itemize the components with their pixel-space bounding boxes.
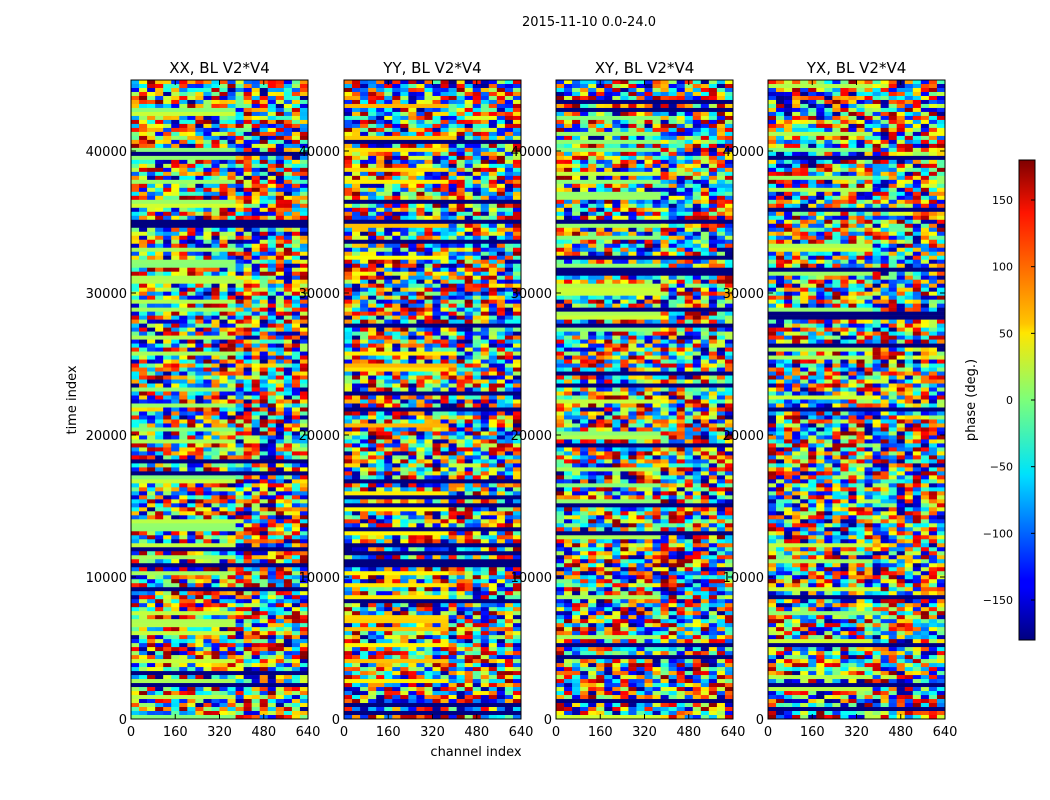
y-tick-label: 10000 [86,571,127,586]
y-tick-label: 20000 [299,429,340,444]
x-tick-label: 0 [340,725,348,740]
x-tick-label: 160 [800,725,825,740]
y-tick-label: 20000 [723,429,764,444]
y-tick-label: 40000 [723,145,764,160]
x-tick-label: 640 [933,725,958,740]
x-tick-label: 480 [464,725,489,740]
x-tick-label: 320 [632,725,657,740]
x-tick-label: 480 [888,725,913,740]
colorbar-tick-label: 100 [992,261,1013,274]
y-tick-label: 0 [119,713,127,728]
heatmap-cells [556,80,734,720]
figure-suptitle: 2015-11-10 0.0-24.0 [522,15,656,30]
y-tick-label: 30000 [723,287,764,302]
heatmap-panel-2: YY, BL V2*V4 0 160 320 480 640 0 10000 20000 3000… [299,59,534,740]
x-tick-label: 320 [420,725,445,740]
y-tick-label: 10000 [511,571,552,586]
heatmap-panel-3: XY, BL V2*V4 0 160 320 480 640 0 10000 20000 3000… [511,59,746,740]
colorbar-tick-label: 50 [999,327,1013,340]
y-tick-label: 20000 [86,429,127,444]
heatmap-cells [131,80,309,720]
colorbar-tick-label: −100 [983,527,1013,540]
x-tick-label: 480 [676,725,701,740]
x-tick-label: 640 [296,725,321,740]
y-tick-label: 10000 [299,571,340,586]
x-tick-label: 0 [552,725,560,740]
y-tick-label: 0 [756,713,764,728]
y-tick-label: 40000 [511,145,552,160]
x-tick-label: 160 [376,725,401,740]
y-tick-label: 40000 [86,145,127,160]
y-tick-label: 10000 [723,571,764,586]
panel-title: XY, BL V2*V4 [595,59,695,77]
y-tick-label: 30000 [299,287,340,302]
heatmap-cells [768,80,946,720]
x-tick-label: 320 [844,725,869,740]
heatmap-cells [344,80,522,720]
x-tick-label: 480 [251,725,276,740]
x-tick-label: 160 [588,725,613,740]
y-tick-label: 0 [332,713,340,728]
x-tick-label: 0 [764,725,772,740]
y-tick-label: 30000 [86,287,127,302]
y-tick-label: 40000 [299,145,340,160]
heatmap-panel-4: YX, BL V2*V4 0 160 320 480 640 0 10000 20000 3000… [723,59,958,740]
y-tick-label: 20000 [511,429,552,444]
panel-title: XX, BL V2*V4 [169,59,270,77]
panel-title: YY, BL V2*V4 [382,59,481,77]
colorbar-tick-label: −50 [990,461,1013,474]
y-axis-label: time index [65,365,80,434]
x-tick-label: 320 [207,725,232,740]
heatmap-panel-1: XX, BL V2*V4 0 160 320 480 640 0 10000 20000 3000… [86,59,321,740]
colorbar-label: phase (deg.) [964,359,979,441]
x-axis-label: channel index [430,745,521,760]
colorbar-tick-label: 0 [1006,394,1013,407]
panel-title: YX, BL V2*V4 [806,59,907,77]
x-tick-label: 0 [127,725,135,740]
x-tick-label: 640 [721,725,746,740]
x-tick-label: 160 [163,725,188,740]
colorbar: 150 100 50 0 −50 −100 −150 phase (deg.) [964,159,1036,641]
y-tick-label: 0 [544,713,552,728]
y-tick-label: 30000 [511,287,552,302]
x-tick-label: 640 [509,725,534,740]
colorbar-tick-label: −150 [983,594,1013,607]
colorbar-tick-label: 150 [992,194,1013,207]
